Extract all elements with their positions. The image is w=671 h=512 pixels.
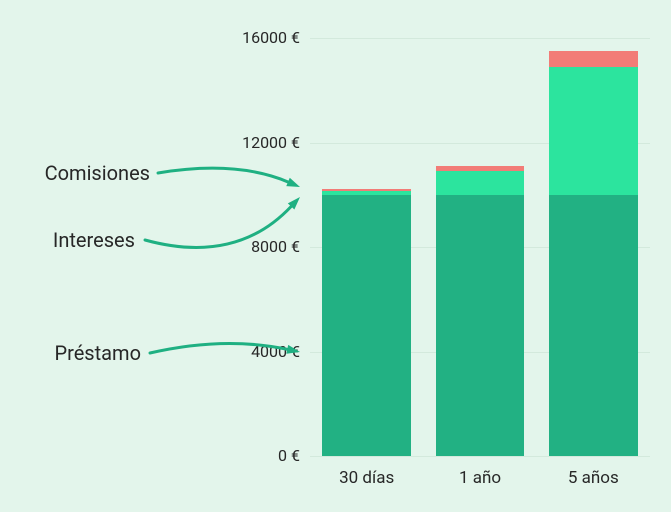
bar-segment-intereses (436, 171, 524, 195)
category-label: 30 días (310, 468, 423, 488)
gridline (310, 38, 650, 39)
y-tick-label: 12000 € (242, 133, 300, 152)
category-label: 1 año (423, 468, 536, 488)
chart-stage: 0 € 4000 € 8000 € 12000 € 16000 € 30 días1 añ… (0, 0, 671, 512)
gridline (310, 456, 650, 457)
bar-segment-comisiones (549, 51, 637, 67)
bar-segment-comisiones (322, 189, 410, 191)
y-tick-label: 0 € (278, 446, 300, 465)
y-tick-label: 8000 € (251, 237, 300, 256)
bar-segment-prestamo (436, 195, 524, 456)
legend-label-comisiones: Comisiones (45, 161, 150, 185)
category-label: 5 años (537, 468, 650, 488)
bar-segment-prestamo (549, 195, 637, 456)
bar-segment-comisiones (436, 166, 524, 171)
y-tick-label: 16000 € (242, 28, 300, 47)
legend-label-prestamo: Préstamo (54, 341, 141, 365)
legend-label-intereses: Intereses (53, 228, 135, 252)
bar-segment-intereses (322, 191, 410, 194)
bar-segment-intereses (549, 67, 637, 195)
bar-segment-prestamo (322, 195, 410, 456)
arrow-path-comisiones (158, 168, 288, 182)
y-tick-label: 4000 € (251, 342, 300, 361)
arrow-head-comisiones (286, 178, 300, 187)
arrow-head-intereses (288, 197, 300, 210)
